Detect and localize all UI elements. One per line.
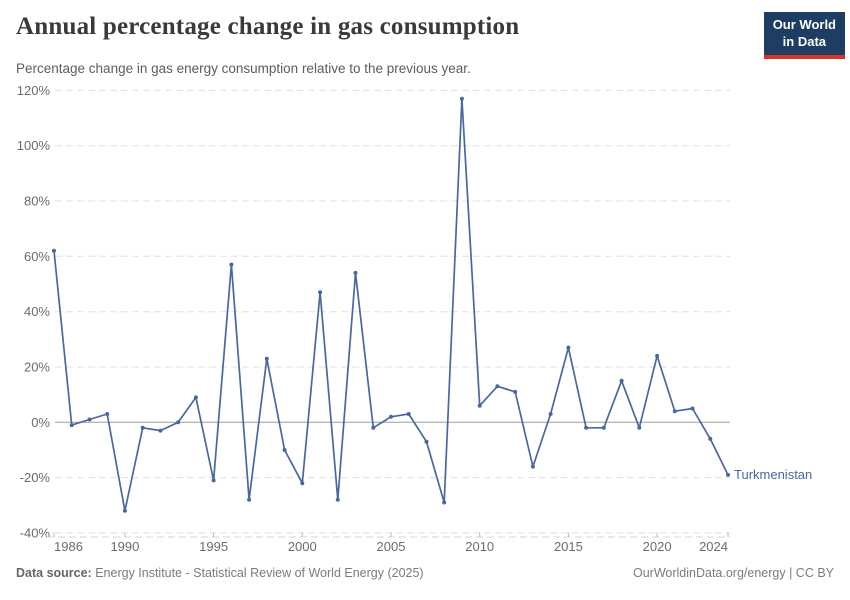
data-point[interactable]: [371, 425, 376, 430]
data-point[interactable]: [655, 353, 660, 358]
x-axis-tick-label: 2020: [643, 539, 672, 554]
owid-logo-line2: in Data: [782, 33, 827, 49]
data-point[interactable]: [158, 428, 163, 433]
y-axis-tick-label: 20%: [24, 360, 50, 375]
y-axis-tick-label: 60%: [24, 249, 50, 264]
x-axis-tick-label: 2010: [465, 539, 494, 554]
data-point[interactable]: [122, 508, 127, 513]
data-source-label: Data source:: [16, 566, 92, 580]
x-axis-tick-label: 1986: [54, 539, 83, 554]
data-point[interactable]: [229, 262, 234, 267]
y-axis-tick-label: -20%: [20, 470, 51, 485]
owid-logo[interactable]: Our World in Data: [763, 12, 845, 59]
data-point[interactable]: [406, 412, 411, 416]
data-point[interactable]: [105, 412, 110, 416]
data-point[interactable]: [672, 409, 677, 414]
x-axis-tick-label: 1995: [199, 539, 228, 554]
owid-logo-line1: Our World: [772, 17, 836, 32]
data-point[interactable]: [335, 497, 340, 502]
data-point[interactable]: [424, 439, 429, 444]
data-point[interactable]: [495, 384, 500, 389]
data-point[interactable]: [247, 497, 252, 502]
chart-footer: Data source: Energy Institute - Statisti…: [16, 566, 834, 580]
data-point[interactable]: [477, 403, 482, 408]
data-point[interactable]: [637, 425, 642, 430]
data-point[interactable]: [211, 478, 216, 483]
y-axis-tick-label: 80%: [24, 194, 50, 209]
data-line[interactable]: [53, 97, 729, 512]
data-point[interactable]: [726, 472, 730, 477]
data-point[interactable]: [459, 96, 464, 101]
y-axis-tick-label: 120%: [17, 83, 51, 98]
data-point[interactable]: [442, 500, 447, 505]
x-axis-tick-label: 2000: [288, 539, 317, 554]
data-point[interactable]: [566, 345, 571, 350]
data-point[interactable]: [69, 423, 74, 428]
y-axis-tick-label: -40%: [20, 525, 51, 540]
x-axis-tick-label: 2015: [554, 539, 583, 554]
data-point[interactable]: [530, 464, 535, 469]
data-point[interactable]: [690, 406, 695, 411]
data-point[interactable]: [619, 378, 624, 383]
data-point[interactable]: [87, 417, 92, 422]
data-point[interactable]: [548, 412, 553, 416]
data-point[interactable]: [318, 290, 323, 295]
data-point[interactable]: [176, 420, 181, 425]
data-source-note: Data source: Energy Institute - Statisti…: [16, 566, 424, 580]
data-point[interactable]: [193, 395, 198, 400]
data-point[interactable]: [584, 425, 589, 430]
x-axis-tick-label: 2024: [699, 539, 728, 554]
data-point[interactable]: [513, 389, 518, 394]
data-point[interactable]: [140, 425, 145, 430]
data-point[interactable]: [52, 248, 56, 253]
data-point[interactable]: [601, 425, 606, 430]
data-point[interactable]: [282, 448, 287, 452]
credit-text: OurWorldinData.org/energy | CC BY: [632, 566, 834, 580]
page-title: Annual percentage change in gas consumpt…: [16, 13, 520, 40]
data-point[interactable]: [300, 481, 305, 486]
data-point[interactable]: [708, 436, 713, 441]
entity-label[interactable]: Turkmenistan: [734, 467, 812, 482]
page-subtitle: Percentage change in gas energy consumpt…: [16, 61, 471, 76]
data-source-text: Energy Institute - Statistical Review of…: [91, 566, 424, 580]
x-axis-tick-label: 2005: [377, 539, 406, 554]
y-axis-tick-label: 0%: [31, 415, 50, 430]
data-point[interactable]: [264, 356, 269, 361]
data-point[interactable]: [353, 270, 358, 275]
data-point[interactable]: [389, 414, 393, 419]
y-axis-tick-label: 100%: [17, 138, 51, 153]
y-axis-tick-label: 40%: [24, 304, 50, 319]
x-axis-tick-label: 1990: [110, 539, 139, 554]
